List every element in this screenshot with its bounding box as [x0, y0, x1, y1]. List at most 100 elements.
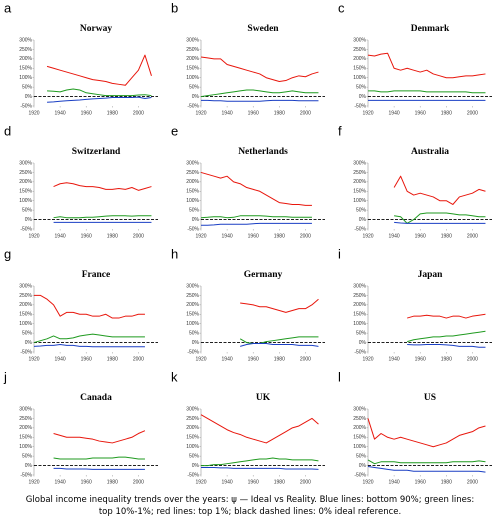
y-tick-label: 100%: [186, 198, 199, 204]
x-tick-label: 1940: [389, 110, 400, 116]
x-tick-label: 1920: [362, 479, 373, 485]
x-tick-label: 1960: [248, 233, 259, 239]
y-tick-label: 250%: [186, 47, 199, 53]
y-tick-label: -50%: [187, 349, 199, 355]
y-tick-label: 250%: [353, 47, 366, 53]
y-tick-label: 50%: [22, 330, 33, 336]
panel-title: Canada: [80, 393, 112, 403]
panel-letter: c: [338, 0, 345, 15]
x-tick-label: 1980: [441, 233, 452, 239]
x-tick-label: 1980: [274, 110, 285, 116]
y-tick-label: 100%: [19, 198, 32, 204]
x-tick-label: 1940: [222, 233, 233, 239]
x-tick-label: 1920: [362, 110, 373, 116]
series-line: [394, 212, 486, 224]
panel-letter: a: [4, 0, 12, 15]
y-tick-label: 150%: [353, 312, 366, 318]
y-tick-label: 50%: [356, 330, 367, 336]
y-tick-label: 300%: [19, 160, 32, 166]
y-tick-label: 0%: [25, 94, 33, 100]
y-tick-label: -50%: [187, 226, 199, 232]
series-line: [33, 343, 145, 348]
y-tick-label: 300%: [19, 406, 32, 412]
x-tick-label: 1920: [28, 233, 39, 239]
x-tick-label: 1960: [81, 110, 92, 116]
y-tick-label: -50%: [354, 103, 366, 109]
series-line: [240, 298, 319, 313]
x-tick-label: 1960: [248, 110, 259, 116]
series-line: [407, 330, 486, 343]
x-tick-label: 2000: [300, 110, 311, 116]
y-tick-label: 200%: [353, 56, 366, 62]
y-tick-label: 250%: [19, 47, 32, 53]
y-tick-label: 50%: [356, 84, 367, 90]
y-tick-label: 0%: [359, 94, 367, 100]
caption: Global income inequality trends over the…: [25, 495, 475, 517]
series-line: [200, 215, 312, 219]
x-tick-label: 2000: [133, 110, 144, 116]
x-tick-label: 1960: [81, 479, 92, 485]
y-tick-label: 100%: [19, 321, 32, 327]
y-tick-label: 250%: [353, 170, 366, 176]
x-tick-label: 1920: [28, 356, 39, 362]
series-line: [53, 467, 145, 470]
series-line: [53, 456, 145, 460]
y-tick-label: 100%: [19, 75, 32, 81]
y-tick-label: 50%: [189, 207, 200, 213]
y-tick-label: 150%: [19, 189, 32, 195]
y-tick-label: 300%: [186, 37, 199, 43]
x-tick-label: 1980: [107, 356, 118, 362]
y-tick-label: 150%: [19, 435, 32, 441]
panel-title: Netherlands: [238, 147, 288, 157]
y-tick-label: 300%: [353, 160, 366, 166]
series-line: [200, 56, 319, 82]
y-tick-label: 50%: [22, 207, 33, 213]
x-tick-label: 1980: [274, 356, 285, 362]
y-tick-label: 200%: [353, 425, 366, 431]
y-tick-label: 250%: [19, 170, 32, 176]
y-tick-label: 50%: [189, 84, 200, 90]
panel-title: France: [82, 270, 111, 280]
y-tick-label: 300%: [186, 283, 199, 289]
series-line: [201, 466, 319, 470]
x-tick-label: 1940: [55, 110, 66, 116]
y-tick-label: 100%: [186, 444, 199, 450]
x-tick-label: 2000: [300, 233, 311, 239]
panel-title: Denmark: [411, 24, 450, 34]
x-tick-label: 1920: [28, 110, 39, 116]
y-tick-label: 300%: [19, 37, 32, 43]
panel-letter: k: [171, 369, 178, 384]
x-tick-label: 1960: [248, 356, 259, 362]
panel-letter: l: [338, 369, 341, 384]
y-tick-label: 250%: [353, 416, 366, 422]
x-tick-label: 2000: [133, 233, 144, 239]
series-line: [200, 89, 319, 98]
y-tick-label: 0%: [359, 340, 367, 346]
series-line: [367, 466, 486, 473]
y-tick-label: 150%: [19, 66, 32, 72]
y-tick-label: -50%: [20, 349, 32, 355]
series-line: [367, 459, 486, 465]
y-tick-label: 250%: [353, 293, 366, 299]
y-tick-label: 100%: [353, 321, 366, 327]
y-tick-label: 50%: [22, 84, 33, 90]
panel-letter: h: [171, 246, 178, 261]
x-tick-label: 2000: [467, 110, 478, 116]
y-tick-label: 200%: [19, 179, 32, 185]
x-tick-label: 1920: [195, 110, 206, 116]
chart-grid: a Norway -50% 0% 50% 100% 150% 200% 250% 300% 1920…: [3, 0, 492, 485]
y-tick-label: 50%: [356, 453, 367, 459]
x-tick-label: 1940: [55, 356, 66, 362]
y-tick-label: 200%: [186, 56, 199, 62]
series-line: [47, 96, 152, 103]
y-tick-label: 200%: [353, 179, 366, 185]
x-tick-label: 1940: [389, 356, 400, 362]
y-tick-label: -50%: [187, 472, 199, 478]
panel-letter: i: [338, 246, 341, 261]
y-tick-label: 200%: [19, 56, 32, 62]
series-line: [53, 215, 152, 219]
series-line: [407, 313, 486, 319]
y-tick-label: 200%: [186, 302, 199, 308]
y-tick-label: 200%: [19, 425, 32, 431]
series-line: [200, 171, 312, 206]
